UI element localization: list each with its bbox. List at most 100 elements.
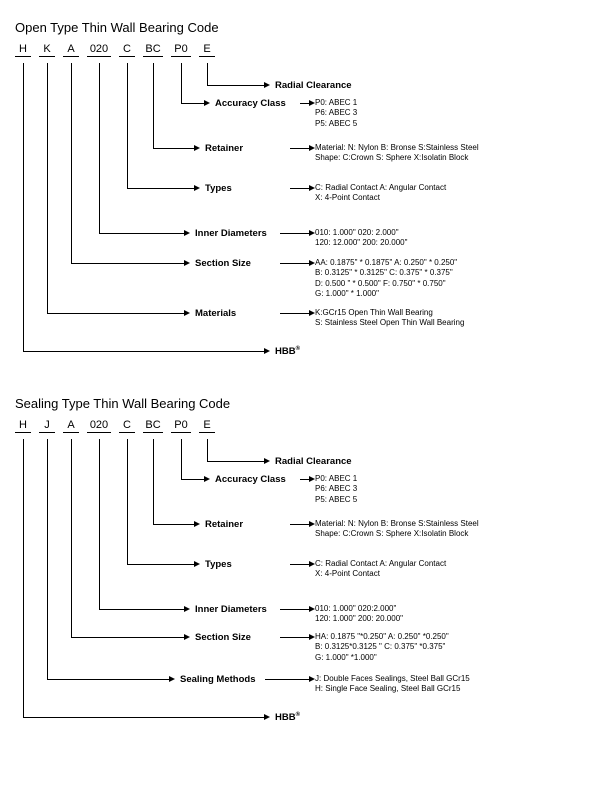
connector-arrow [71,637,185,638]
section-title: Open Type Thin Wall Bearing Code [15,20,585,35]
connector-arrow [99,233,185,234]
breakdown-label: Types [205,559,232,570]
breakdown-row: Sealing MethodsJ: Double Faces Sealings,… [180,674,263,685]
breakdown-label: Retainer [205,519,243,530]
code-row: HJA 020 C BC P0 E [15,419,585,437]
breakdown-row: RetainerMaterial: N: Nylon B: Bronse S:S… [205,143,251,154]
breakdown-description: J: Double Faces Sealings, Steel Ball GCr… [315,674,575,695]
code-segment: BC [143,419,163,433]
connector-vertical [23,63,24,351]
code-segment: A [63,419,79,433]
bearing-code-section: Sealing Type Thin Wall Bearing Code HJA 02… [15,396,585,734]
connector-arrow [280,609,310,610]
connector-arrow [300,479,310,480]
connector-vertical [71,63,72,263]
connector-vertical [47,439,48,679]
code-segment: H [15,419,31,433]
code-segment: J [39,419,55,433]
breakdown-row: Accuracy ClassP0: ABEC 1 P6: ABEC 3 P5: … [215,474,294,485]
breakdown-row: Section SizeHA: 0.1875 "*0.250" A: 0.250… [195,632,259,643]
code-segment: C [119,419,135,433]
connector-arrow [207,461,265,462]
breakdown-label: HBB® [275,346,300,357]
breakdown-row: MaterialsK:GCr15 Open Thin Wall Bearing … [195,308,244,319]
connector-vertical [181,63,182,103]
breakdown-label: Materials [195,308,236,319]
code-segment: P0 [171,419,191,433]
code-segment: K [39,43,55,57]
connector-arrow [280,637,310,638]
connector-arrow [181,103,205,104]
connector-vertical [71,439,72,637]
connector-arrow [127,188,195,189]
connector-vertical [47,63,48,313]
breakdown-description: 010: 1.000" 020: 2.000" 120: 12.000" 200… [315,228,575,249]
breakdown-row: Radial Clearance [275,80,360,91]
connector-arrow [99,609,185,610]
connector-vertical [99,63,100,233]
breakdown-description: K:GCr15 Open Thin Wall Bearing S: Stainl… [315,308,575,329]
connector-vertical [181,439,182,479]
breakdown-label: Radial Clearance [275,456,352,467]
connector-vertical [153,63,154,148]
code-breakdown-diagram: Radial ClearanceAccuracy ClassP0: ABEC 1… [15,63,585,368]
breakdown-description: HA: 0.1875 "*0.250" A: 0.250" *0.250" B:… [315,632,575,663]
breakdown-description: AA: 0.1875" * 0.1875" A: 0.250" * 0.250"… [315,258,575,300]
connector-vertical [207,63,208,85]
connector-arrow [207,85,265,86]
code-segment: C [119,43,135,57]
connector-vertical [99,439,100,609]
code-segment: E [199,43,215,57]
connector-arrow [290,524,310,525]
code-segment: P0 [171,43,191,57]
code-segment: 020 [87,419,111,433]
code-segment: E [199,419,215,433]
connector-vertical [207,439,208,461]
code-segment: BC [143,43,163,57]
code-breakdown-diagram: Radial ClearanceAccuracy ClassP0: ABEC 1… [15,439,585,734]
breakdown-row: HBB® [275,346,308,357]
connector-arrow [47,313,185,314]
breakdown-label: Inner Diameters [195,604,267,615]
breakdown-description: Material: N: Nylon B: Bronse S:Stainless… [315,143,575,164]
code-segment: H [15,43,31,57]
breakdown-label: Radial Clearance [275,80,352,91]
section-title: Sealing Type Thin Wall Bearing Code [15,396,585,411]
connector-arrow [280,233,310,234]
breakdown-description: P0: ABEC 1 P6: ABEC 3 P5: ABEC 5 [315,98,575,129]
breakdown-description: Material: N: Nylon B: Bronse S:Stainless… [315,519,575,540]
connector-arrow [127,564,195,565]
connector-arrow [290,564,310,565]
breakdown-label: Accuracy Class [215,474,286,485]
code-segment: A [63,43,79,57]
connector-arrow [290,148,310,149]
connector-arrow [280,263,310,264]
connector-arrow [153,148,195,149]
breakdown-row: HBB® [275,712,308,723]
breakdown-description: C: Radial Contact A: Angular Contact X: … [315,183,575,204]
connector-arrow [71,263,185,264]
breakdown-row: Inner Diameters010: 1.000" 020: 2.000" 1… [195,228,275,239]
code-segment: 020 [87,43,111,57]
breakdown-label: Accuracy Class [215,98,286,109]
connector-arrow [265,679,310,680]
breakdown-row: Section SizeAA: 0.1875" * 0.1875" A: 0.2… [195,258,259,269]
breakdown-row: TypesC: Radial Contact A: Angular Contac… [205,559,240,570]
breakdown-row: Radial Clearance [275,456,360,467]
breakdown-row: Accuracy ClassP0: ABEC 1 P6: ABEC 3 P5: … [215,98,294,109]
connector-vertical [23,439,24,717]
connector-arrow [290,188,310,189]
breakdown-label: HBB® [275,712,300,723]
connector-arrow [280,313,310,314]
breakdown-label: Section Size [195,258,251,269]
breakdown-label: Sealing Methods [180,674,255,685]
connector-vertical [127,439,128,564]
connector-vertical [127,63,128,188]
breakdown-description: P0: ABEC 1 P6: ABEC 3 P5: ABEC 5 [315,474,575,505]
connector-vertical [153,439,154,524]
breakdown-row: Inner Diameters010: 1.000" 020:2.000" 12… [195,604,275,615]
connector-arrow [47,679,170,680]
breakdown-description: C: Radial Contact A: Angular Contact X: … [315,559,575,580]
breakdown-label: Inner Diameters [195,228,267,239]
breakdown-label: Types [205,183,232,194]
